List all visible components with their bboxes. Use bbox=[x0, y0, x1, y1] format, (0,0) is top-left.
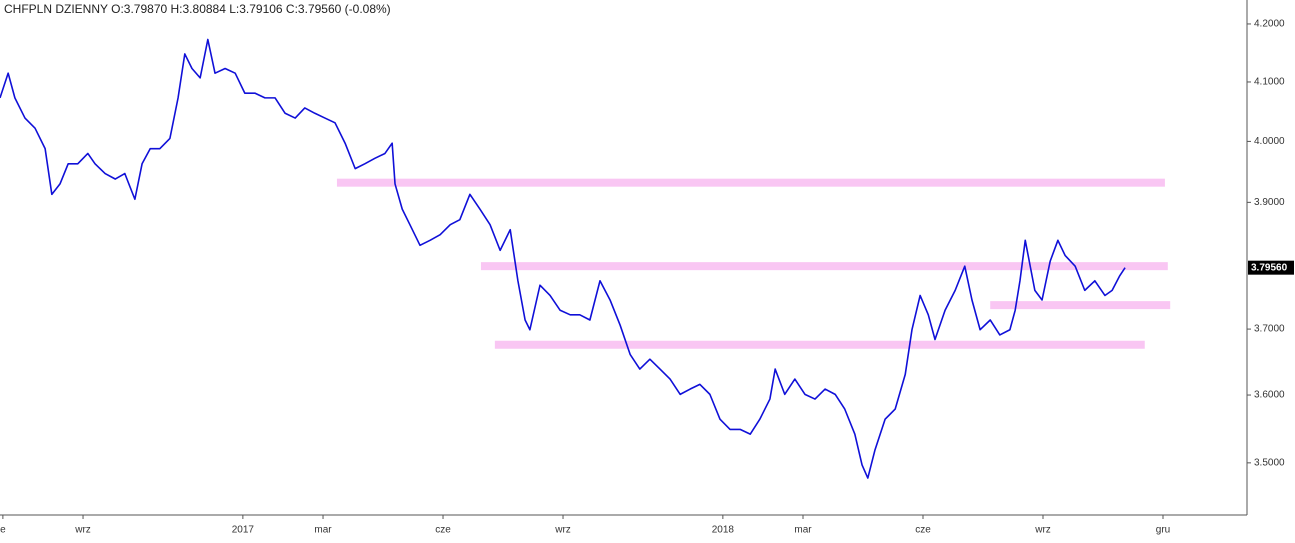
level-band bbox=[494, 340, 1145, 349]
x-tick-label: cze bbox=[435, 525, 451, 536]
x-tick-label: gru bbox=[1156, 525, 1170, 536]
y-tick-label: 3.6000 bbox=[1254, 390, 1285, 401]
price-line bbox=[0, 38, 1126, 479]
level-band bbox=[336, 178, 1165, 187]
level-band bbox=[990, 301, 1171, 310]
x-tick-label: wrz bbox=[554, 525, 571, 536]
x-tick-label: e bbox=[0, 525, 6, 536]
y-tick-label: 3.7000 bbox=[1254, 324, 1285, 335]
last-value-label: 3.79560 bbox=[1251, 262, 1288, 273]
x-tick-label: mar bbox=[794, 525, 812, 536]
y-tick-label: 4.0000 bbox=[1254, 136, 1285, 147]
x-tick-label: wrz bbox=[74, 525, 91, 536]
x-tick-label: 2018 bbox=[712, 525, 735, 536]
last-value-box bbox=[1248, 260, 1294, 275]
y-tick-label: 4.1000 bbox=[1254, 77, 1285, 88]
level-band bbox=[480, 262, 1168, 271]
y-tick-label: 4.2000 bbox=[1254, 19, 1285, 30]
x-tick-label: cze bbox=[915, 525, 931, 536]
x-tick-label: wrz bbox=[1034, 525, 1051, 536]
chart-title: CHFPLN DZIENNY O:3.79870 H:3.80884 L:3.7… bbox=[4, 2, 391, 16]
y-tick-label: 3.9000 bbox=[1254, 197, 1285, 208]
x-tick-label: mar bbox=[314, 525, 332, 536]
x-tick-label: 2017 bbox=[232, 525, 255, 536]
y-tick-label: 3.5000 bbox=[1254, 457, 1285, 468]
